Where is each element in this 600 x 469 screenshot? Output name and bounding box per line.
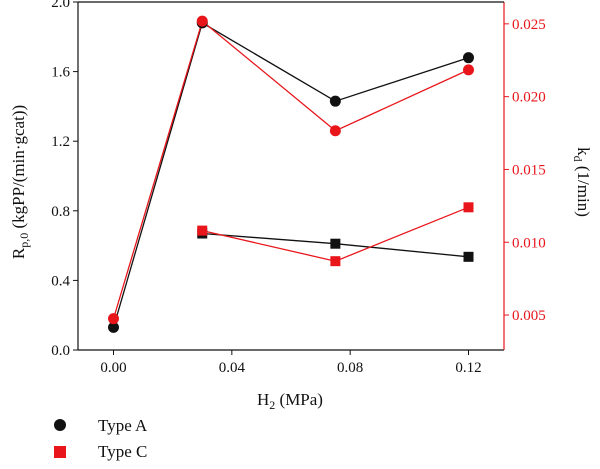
data-point-type-c-rp0 — [463, 64, 474, 76]
legend-label-type-c: Type C — [98, 442, 147, 461]
data-point-type-c-rp0 — [329, 125, 341, 137]
left-axis-ticks: 0.0 0.4 0.8 1.2 1.6 2.0 — [51, 0, 78, 359]
bottom-tick-label: 0.04 — [219, 360, 246, 376]
left-tick-label: 2.0 — [51, 0, 70, 11]
legend-item-type-a: Type A — [54, 416, 148, 435]
series-markers — [108, 15, 474, 333]
right-tick-label: 0.020 — [512, 90, 546, 106]
data-point-type-c-kd — [197, 225, 208, 236]
right-tick-label: 0.025 — [512, 17, 546, 33]
bottom-tick-label: 0.00 — [100, 360, 126, 376]
legend-label-type-a: Type A — [98, 416, 148, 435]
left-tick-label: 0.8 — [51, 204, 70, 220]
data-point-type-a-kd — [330, 238, 341, 249]
data-point-type-c-kd — [330, 256, 341, 267]
left-tick-label: 0.0 — [51, 343, 70, 359]
data-point-type-a-rp0 — [329, 95, 341, 107]
right-tick-label: 0.015 — [512, 162, 546, 178]
right-axis-title: kd (1/min) — [571, 147, 593, 217]
data-point-type-c-rp0 — [108, 313, 119, 325]
right-axis-ticks: 0.005 0.010 0.015 0.020 0.025 — [504, 17, 546, 324]
data-point-type-c-rp0 — [196, 15, 208, 27]
right-tick-label: 0.010 — [512, 235, 546, 251]
plot-frame — [77, 1, 505, 351]
left-tick-label: 1.2 — [51, 134, 70, 150]
bottom-tick-label: 0.12 — [455, 360, 481, 376]
legend-item-type-c: Type C — [54, 442, 147, 461]
left-tick-label: 0.4 — [51, 273, 70, 289]
right-tick-label: 0.005 — [512, 308, 546, 324]
bottom-axis-ticks: 0.00 0.04 0.08 0.12 — [100, 350, 482, 376]
data-point-type-a-rp0 — [463, 52, 474, 64]
data-point-type-a-kd — [463, 251, 474, 262]
left-axis-title: Rp,0 (kgPP/(min·gcat)) — [9, 105, 31, 259]
series-line-type-c-rp0 — [112, 19, 469, 319]
legend: Type A Type C — [54, 416, 148, 461]
bottom-tick-label: 0.08 — [337, 360, 363, 376]
series-line-type-a-rp0 — [112, 21, 469, 328]
x-axis-title: H2 (MPa) — [257, 390, 323, 412]
legend-square-marker — [54, 446, 66, 458]
legend-circle-marker — [54, 419, 66, 431]
left-tick-label: 1.6 — [51, 65, 70, 81]
data-point-type-c-kd — [463, 202, 474, 213]
data-point-type-a-rp0 — [108, 321, 119, 333]
